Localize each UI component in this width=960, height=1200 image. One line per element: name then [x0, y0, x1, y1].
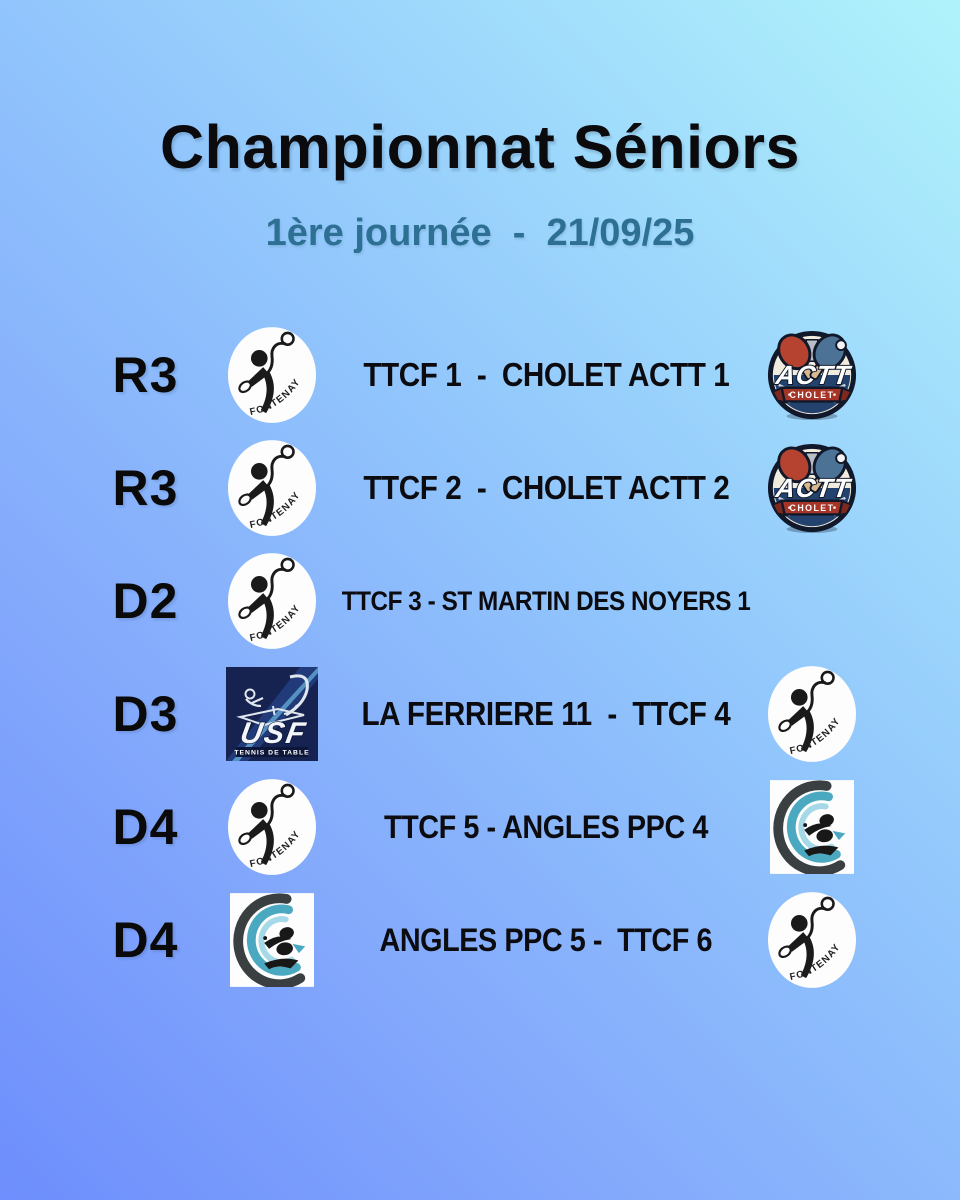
fixture-text: ANGLES PPC 5 - TTCF 6: [379, 921, 713, 958]
fontenay-player-icon: [238, 557, 295, 640]
away-team-logo: [762, 553, 862, 649]
fixture-text: TTCF 3 - ST MARTIN DES NOYERS 1: [341, 585, 751, 616]
home-team-logo: FONTENAY: [222, 327, 322, 423]
division-badge: D2: [112, 573, 179, 629]
away-team-logo: [762, 779, 862, 875]
away-team-logo: ACTT CHOLET: [762, 440, 862, 536]
usf-label: USF: [238, 717, 310, 750]
ball-icon: [835, 339, 847, 352]
fixture-text: TTCF 5 - ANGLES PPC 4: [384, 808, 708, 845]
fontenay-logo: FONTENAY: [227, 440, 317, 536]
fontenay-logo: FONTENAY: [767, 666, 857, 762]
division-badge: R3: [112, 347, 179, 403]
actt-cholet-logo: ACTT CHOLET: [767, 330, 857, 421]
home-team-logo: [222, 892, 322, 988]
blue-paddle-icon: [809, 333, 847, 381]
fontenay-player-icon: [238, 444, 295, 527]
division-badge: D3: [112, 686, 179, 742]
match-row: R3 FONTENAY TTCF 2 - CHOLET ACTT 2: [0, 438, 960, 538]
fixture-text: LA FERRIERE 11 - TTCF 4: [361, 695, 731, 732]
fontenay-logo: FONTENAY: [227, 327, 317, 423]
home-team-logo: FONTENAY: [222, 779, 322, 875]
fixture-text: TTCF 2 - CHOLET ACTT 2: [363, 469, 729, 506]
match-row: D4 ANGLES PPC 5 - TTCF 6 FONTE: [0, 890, 960, 990]
fontenay-player-icon: [238, 783, 295, 866]
home-team-logo: FONTENAY: [222, 553, 322, 649]
match-row: D2 FONTENAY TTCF 3 - ST MARTIN DES NOYER…: [0, 551, 960, 651]
fontenay-logo: FONTENAY: [767, 892, 857, 988]
away-team-logo: FONTENAY: [762, 892, 862, 988]
match-row: R3 FONTENAY TTCF 1 - CHOLET ACTT 1: [0, 325, 960, 425]
matchday-subtitle: 1ère journée - 21/09/25: [265, 212, 695, 254]
fontenay-logo: FONTENAY: [227, 779, 317, 875]
actt-cholet-logo: ACTT CHOLET: [767, 443, 857, 534]
page-title: Championnat Séniors: [160, 113, 800, 181]
usf-logo: USF TENNIS DE TABLE: [226, 667, 318, 761]
fixture-text: TTCF 1 - CHOLET ACTT 1: [363, 356, 729, 393]
home-team-logo: FONTENAY: [222, 440, 322, 536]
usf-sublabel: TENNIS DE TABLE: [234, 750, 309, 757]
usf-player-icon: [244, 688, 264, 708]
angles-ppc-logo: [770, 780, 854, 874]
fontenay-player-icon: [778, 896, 835, 979]
fontenay-player-icon: [238, 331, 295, 414]
actt-label: ACTT: [773, 360, 854, 390]
away-team-logo: ACTT CHOLET: [762, 327, 862, 423]
actt-sublabel: CHOLET: [790, 503, 835, 513]
division-badge: D4: [112, 912, 179, 968]
red-paddle-icon: [777, 446, 815, 494]
division-badge: D4: [112, 799, 179, 855]
angles-player-icon: [263, 927, 306, 970]
table-icon: [236, 707, 305, 727]
actt-sublabel: CHOLET: [790, 390, 835, 400]
home-team-logo: USF TENNIS DE TABLE: [222, 666, 322, 762]
angles-player-icon: [803, 814, 846, 857]
match-row: D4 FONTENAY TTCF 5 - ANGLES PPC 4: [0, 777, 960, 877]
division-badge: R3: [112, 460, 179, 516]
ball-icon: [835, 452, 847, 465]
match-row: D3 USF TENNIS DE TABLE LA FERRIERE 11 - …: [0, 664, 960, 764]
fontenay-player-icon: [778, 670, 835, 753]
fontenay-logo: FONTENAY: [227, 553, 317, 649]
actt-label: ACTT: [773, 473, 854, 503]
angles-ppc-logo: [230, 893, 314, 987]
away-team-logo: FONTENAY: [762, 666, 862, 762]
blue-paddle-icon: [809, 446, 847, 494]
